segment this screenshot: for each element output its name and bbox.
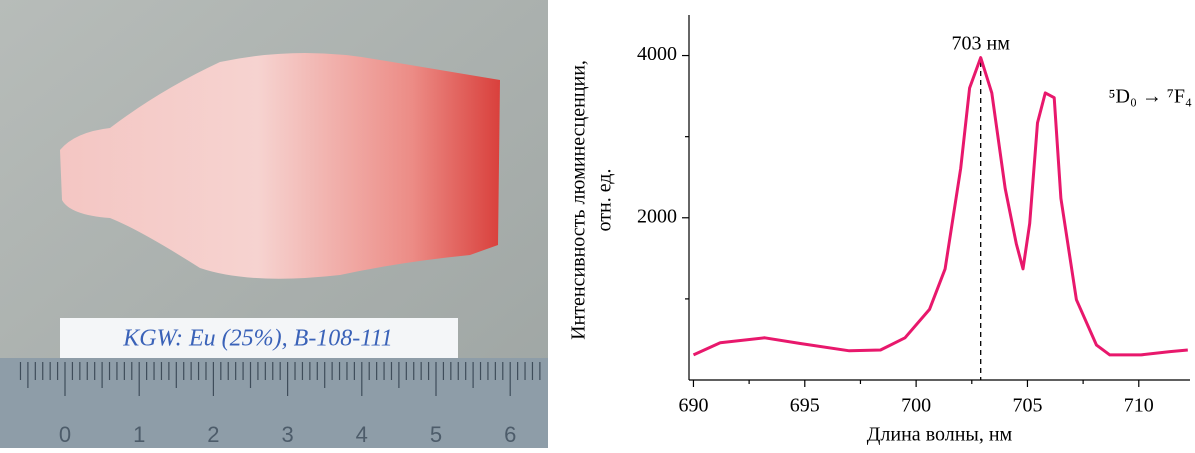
x-tick-label: 705: [1012, 395, 1042, 417]
transition-label: ⁵D₀ → ⁷F₄: [1109, 86, 1192, 108]
peak-annotation: 703 нм: [952, 33, 1011, 55]
x-tick-label: 690: [678, 395, 708, 417]
photo: KGW: Eu (25%), B-108-111 0 1 2 3 4 5 6: [0, 0, 548, 448]
ruler-label: 0: [59, 422, 71, 447]
ruler-label: 3: [281, 422, 293, 447]
ruler-label: 2: [207, 422, 219, 447]
y-axis-label: Интенсивность люминесценции,: [568, 60, 590, 340]
ruler-label: 5: [430, 422, 442, 447]
x-axis-label: Длина волны, нм: [867, 424, 1013, 446]
y-axis-label: отн. ед.: [594, 169, 616, 232]
ruler-label: 4: [356, 422, 368, 447]
x-tick-label: 710: [1124, 395, 1154, 417]
x-tick-label: 700: [901, 395, 931, 417]
figure: KGW: Eu (25%), B-108-111 0 1 2 3 4 5 6 2000 400…: [0, 0, 1195, 448]
chart: 2000 4000 690 695 700 705 710 Длина волны, нм Ин…: [568, 15, 1192, 446]
y-tick-label: 4000: [637, 43, 677, 65]
ruler-label: 1: [133, 422, 145, 447]
sample-label: KGW: Eu (25%), B-108-111: [122, 326, 392, 352]
x-tick-label: 695: [790, 395, 820, 417]
y-tick-label: 2000: [637, 205, 677, 227]
ruler-label: 6: [504, 422, 516, 447]
